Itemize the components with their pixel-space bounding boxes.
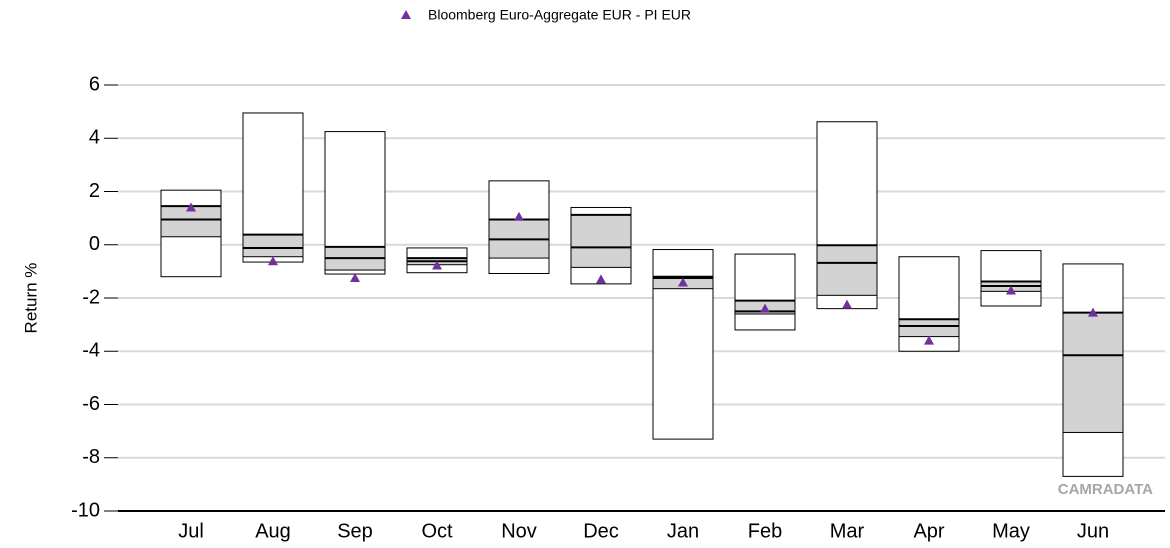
benchmark-point xyxy=(514,211,524,221)
x-tick-label: Mar xyxy=(830,520,865,542)
quartile-box xyxy=(1062,312,1124,433)
y-axis-label: Return % xyxy=(21,263,40,334)
y-tick-label: -2 xyxy=(82,286,100,308)
benchmark-point xyxy=(350,273,360,283)
y-tick-label: 0 xyxy=(89,233,100,255)
y-tick-label: -8 xyxy=(82,446,100,468)
y-tick-label: -10 xyxy=(71,499,100,521)
benchmark-point xyxy=(596,274,606,284)
range-box xyxy=(980,250,1042,307)
benchmark-point xyxy=(842,299,852,309)
legend-marker xyxy=(401,10,411,19)
range-box xyxy=(734,253,796,331)
x-tick-label: Jul xyxy=(178,520,204,542)
x-tick-label: Oct xyxy=(421,520,453,542)
y-tick-label: 4 xyxy=(89,127,100,149)
benchmark-point xyxy=(1006,285,1016,295)
benchmark-point xyxy=(432,260,442,270)
benchmark-point xyxy=(924,335,934,345)
x-tick-label: Dec xyxy=(583,520,619,542)
benchmark-point xyxy=(268,256,278,266)
y-tick-label: 2 xyxy=(89,180,100,202)
x-tick-label: Apr xyxy=(913,520,944,542)
quartile-box xyxy=(570,214,632,268)
y-tick-label: -4 xyxy=(82,340,100,362)
quartile-box xyxy=(898,318,960,338)
benchmark-point xyxy=(760,303,770,313)
benchmark-point xyxy=(678,277,688,287)
quartile-box xyxy=(242,234,304,258)
x-tick-label: Jun xyxy=(1077,520,1109,542)
x-tick-label: Feb xyxy=(748,520,782,542)
legend-label: Bloomberg Euro-Aggregate EUR - PI EUR xyxy=(428,7,691,23)
x-tick-label: Aug xyxy=(255,520,291,542)
quartile-box xyxy=(816,244,878,296)
x-tick-label: Jan xyxy=(667,520,699,542)
y-tick-label: 6 xyxy=(89,73,100,95)
x-tick-label: Sep xyxy=(337,520,373,542)
x-tick-label: Nov xyxy=(501,520,537,542)
y-tick-label: -6 xyxy=(82,393,100,415)
benchmark-point xyxy=(1088,307,1098,317)
benchmark-point xyxy=(186,202,196,212)
watermark: CAMRADATA xyxy=(1058,481,1153,498)
x-tick-label: May xyxy=(992,520,1030,542)
